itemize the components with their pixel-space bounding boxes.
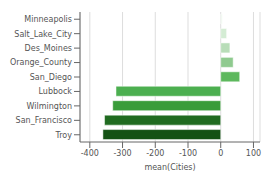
svg-text:100: 100 bbox=[246, 149, 261, 158]
svg-text:Des_Moines: Des_Moines bbox=[25, 44, 72, 53]
svg-text:-100: -100 bbox=[179, 149, 197, 158]
svg-text:Orange_County: Orange_County bbox=[10, 58, 72, 67]
svg-text:-200: -200 bbox=[146, 149, 164, 158]
svg-text:-400: -400 bbox=[81, 149, 99, 158]
svg-text:Minneapolis: Minneapolis bbox=[24, 15, 72, 24]
svg-text:Lubbock: Lubbock bbox=[39, 87, 73, 96]
svg-text:San_Francisco: San_Francisco bbox=[16, 116, 73, 125]
svg-text:Wilmington: Wilmington bbox=[27, 102, 72, 111]
svg-text:-300: -300 bbox=[113, 149, 131, 158]
svg-text:Salt_Lake_City: Salt_Lake_City bbox=[14, 30, 72, 39]
svg-text:0: 0 bbox=[218, 149, 223, 158]
svg-text:mean(Cities): mean(Cities) bbox=[144, 163, 195, 172]
svg-text:Troy: Troy bbox=[55, 131, 73, 140]
svg-text:San_Diego: San_Diego bbox=[30, 73, 72, 82]
